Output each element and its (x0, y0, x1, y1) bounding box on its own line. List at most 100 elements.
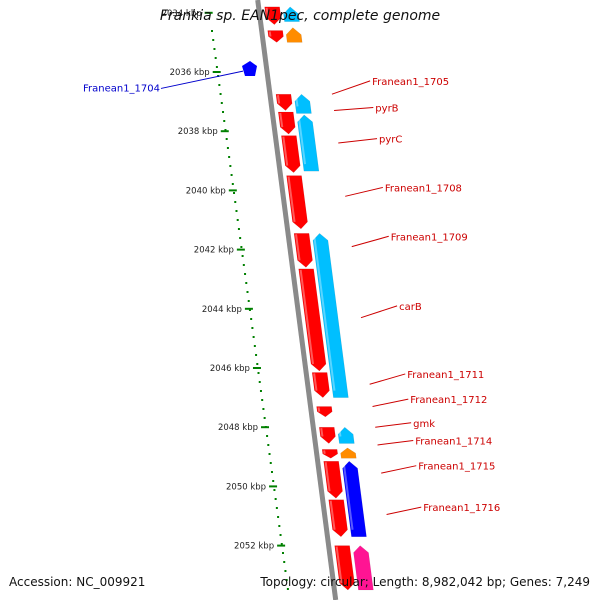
label-leader (345, 186, 384, 197)
gene-highlight (276, 95, 281, 104)
ruler-dot (283, 561, 286, 563)
label-leader (331, 80, 371, 95)
gene-label[interactable]: pyrB (375, 104, 398, 115)
gene-arrow[interactable] (297, 114, 320, 172)
ruler-dot (247, 300, 250, 302)
gene-arrow[interactable] (275, 93, 293, 111)
gene-highlight (313, 373, 318, 391)
gene-arrow[interactable] (283, 6, 300, 22)
gene-highlight (297, 115, 307, 165)
gene-arrow[interactable] (340, 447, 357, 459)
ruler-dot (225, 138, 228, 140)
highlighted-gene-marker[interactable] (242, 61, 257, 76)
gene-label[interactable]: Franean1_1704 (83, 83, 160, 94)
gene-arrow[interactable] (277, 111, 296, 135)
gene-arrow[interactable] (334, 545, 355, 591)
gene-highlight (283, 7, 287, 15)
ruler-dot (284, 570, 287, 572)
ruler-dot (248, 309, 251, 311)
ruler-dot (269, 462, 272, 464)
ruler-dot (230, 174, 233, 176)
gene-arrow[interactable] (285, 27, 303, 43)
ruler-tick-label: 2050 kbp (226, 482, 266, 492)
ruler-dot (253, 345, 256, 347)
gene-label[interactable]: carB (399, 302, 422, 313)
ruler-dot (233, 192, 236, 194)
ruler-dot (278, 525, 281, 527)
ruler-dot (220, 102, 223, 104)
gene-label[interactable]: pyrC (379, 135, 402, 146)
ruler-dot (267, 444, 270, 446)
gene-arrow[interactable] (323, 460, 343, 499)
gene-highlight (323, 450, 326, 455)
summary-text: Topology: circular; Length: 8,982,042 bp… (260, 575, 590, 589)
ruler-dot (279, 534, 282, 536)
ruler-dot (273, 489, 276, 491)
label-leader (360, 305, 398, 319)
gene-highlight (279, 112, 284, 128)
ruler-tick-label: 2046 kbp (210, 364, 250, 374)
gene-labels: Franean1_1705 pyrB pyrC Franean1_1708 Franea… (83, 70, 500, 516)
gene-label[interactable]: gmk (413, 419, 435, 430)
ruler-dot (246, 291, 249, 293)
ruler-dot (286, 588, 289, 590)
gene-highlight (265, 7, 269, 18)
ruler-dot (272, 480, 275, 482)
gene-arrow[interactable] (353, 545, 374, 591)
ruler-dot (281, 552, 284, 554)
gene-highlight (299, 269, 315, 365)
gene-arrow[interactable] (286, 175, 308, 230)
gene-highlight (268, 31, 272, 37)
gene-label[interactable]: Franean1_1712 (410, 395, 487, 406)
ruler-dot (231, 183, 234, 185)
ruler-dot (241, 255, 244, 257)
gene-arrow[interactable] (264, 6, 282, 25)
gene-arrow[interactable] (318, 426, 336, 444)
gene-arrow[interactable] (293, 233, 313, 268)
gene-arrow[interactable] (311, 372, 330, 398)
gene-label[interactable]: Franean1_1705 (372, 77, 449, 88)
ruler-dot (261, 399, 264, 401)
gene-arrow[interactable] (294, 93, 312, 114)
accession-text: Accession: NC_009921 (9, 575, 146, 589)
gene-arrow[interactable] (298, 268, 327, 372)
ruler-tick-label: 2034 kbp (162, 9, 202, 19)
gene-arrow[interactable] (321, 449, 338, 459)
ruler-dot (237, 228, 240, 230)
gene-arrow[interactable] (316, 406, 333, 418)
ruler-dot (242, 264, 245, 266)
ruler-tick-label: 2042 kbp (194, 246, 234, 256)
gene-label[interactable]: Franean1_1711 (407, 370, 484, 381)
gene-highlight (329, 500, 336, 530)
gene-highlight (324, 462, 331, 492)
gene-label[interactable]: Franean1_1708 (385, 183, 462, 194)
gene-label[interactable]: Franean1_1709 (391, 232, 468, 243)
gene-highlight (335, 546, 343, 584)
ruler-dot (228, 156, 231, 158)
gene-arrow[interactable] (337, 426, 355, 444)
gene-label[interactable]: Franean1_1714 (415, 437, 492, 448)
ruler-dot (285, 579, 288, 581)
ruler-dot (275, 507, 278, 509)
gene-arrow[interactable] (328, 499, 348, 538)
gene-arrow[interactable] (342, 460, 367, 537)
gene-arrow[interactable] (281, 135, 301, 173)
gene-arrow[interactable] (267, 30, 284, 43)
gene-label[interactable]: Franean1_1715 (418, 462, 495, 473)
label-leader (372, 398, 409, 407)
ruler-dot (224, 129, 227, 131)
ruler-dot (213, 48, 216, 50)
gene-highlight (295, 234, 301, 261)
ruler-dot (280, 543, 283, 545)
ruler-dot (255, 354, 258, 356)
gene-arrow[interactable] (312, 232, 349, 398)
gene-highlight (338, 428, 342, 437)
label-leader (381, 465, 417, 474)
gene-label[interactable]: Franean1_1716 (423, 503, 500, 514)
ruler-dot (218, 84, 221, 86)
ruler-tick-label: 2052 kbp (234, 542, 274, 552)
kbp-ruler: 2034 kbp 2036 kbp 2038 kbp 2040 kbp 2042 kbp… (162, 9, 289, 590)
ruler-dot (214, 57, 217, 59)
ruler-dot (259, 390, 262, 392)
ruler-dot (235, 210, 238, 212)
